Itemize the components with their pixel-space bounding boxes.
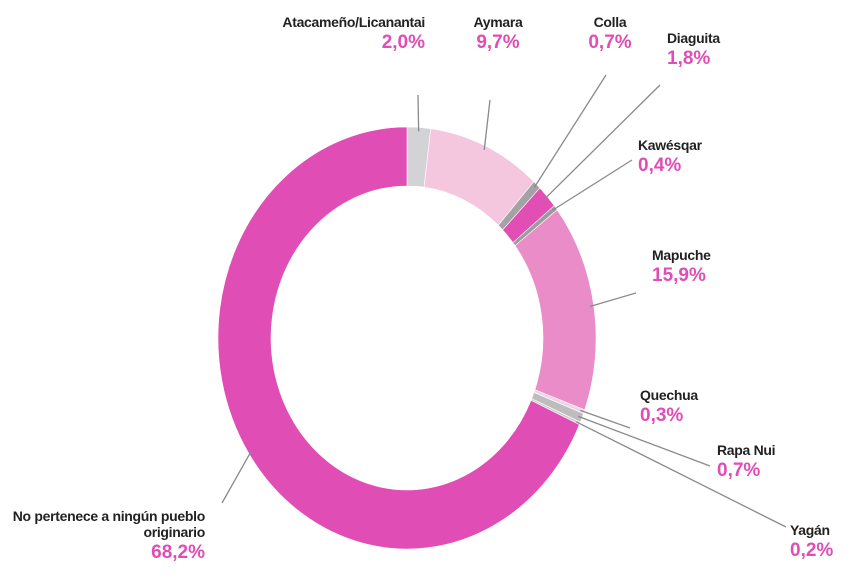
leader-line — [589, 292, 637, 308]
category-name: No pertenece a ningún pueblo originario — [12, 508, 206, 541]
value-label: 15,9% — [652, 265, 706, 287]
slice-label: No pertenece a ningún pueblo originario 6… — [5, 508, 206, 564]
leader-line — [533, 74, 607, 189]
category-name: Diaguita — [667, 30, 720, 46]
leader-line — [221, 450, 253, 504]
category-name: Mapuche — [652, 247, 711, 263]
donut-slice — [514, 209, 597, 411]
slice-label: Rapa Nui 0,7% — [717, 442, 776, 482]
value-label: 0,7% — [588, 32, 632, 54]
slice-label: Yagán 0,2% — [790, 522, 833, 562]
category-name: Kawésqar — [638, 137, 702, 153]
leader-line — [575, 421, 787, 528]
value-label: 0,2% — [790, 540, 834, 562]
leader-line — [543, 84, 661, 200]
slice-label: Atacameño/Licanantai 2,0% — [225, 14, 425, 54]
value-label: 2,0% — [381, 32, 425, 54]
value-label: 1,8% — [667, 48, 711, 70]
leader-line — [577, 415, 711, 467]
slice-label: Mapuche 15,9% — [652, 247, 711, 287]
slice-label: Diaguita 1,8% — [667, 30, 720, 70]
leader-line — [483, 99, 491, 150]
category-name: Atacameño/Licanantai — [282, 14, 425, 30]
slice-label: Kawésqar 0,4% — [638, 137, 702, 177]
slice-label: Aymara 9,7% — [473, 14, 522, 54]
category-name: Rapa Nui — [717, 442, 776, 458]
value-label: 68,2% — [151, 542, 205, 564]
leader-line — [580, 409, 631, 429]
value-label: 0,7% — [717, 460, 761, 482]
value-label: 0,4% — [638, 155, 682, 177]
slice-label: Quechua 0,3% — [640, 387, 698, 427]
slice-label: Colla 0,7% — [588, 14, 631, 54]
value-label: 9,7% — [476, 32, 520, 54]
donut-slice — [217, 126, 580, 550]
category-name: Quechua — [640, 387, 698, 403]
category-name: Colla — [593, 14, 627, 30]
category-name: Yagán — [790, 522, 830, 538]
leader-line — [417, 94, 420, 132]
value-label: 0,3% — [640, 405, 684, 427]
category-name: Aymara — [473, 14, 523, 30]
leader-line — [552, 159, 633, 211]
